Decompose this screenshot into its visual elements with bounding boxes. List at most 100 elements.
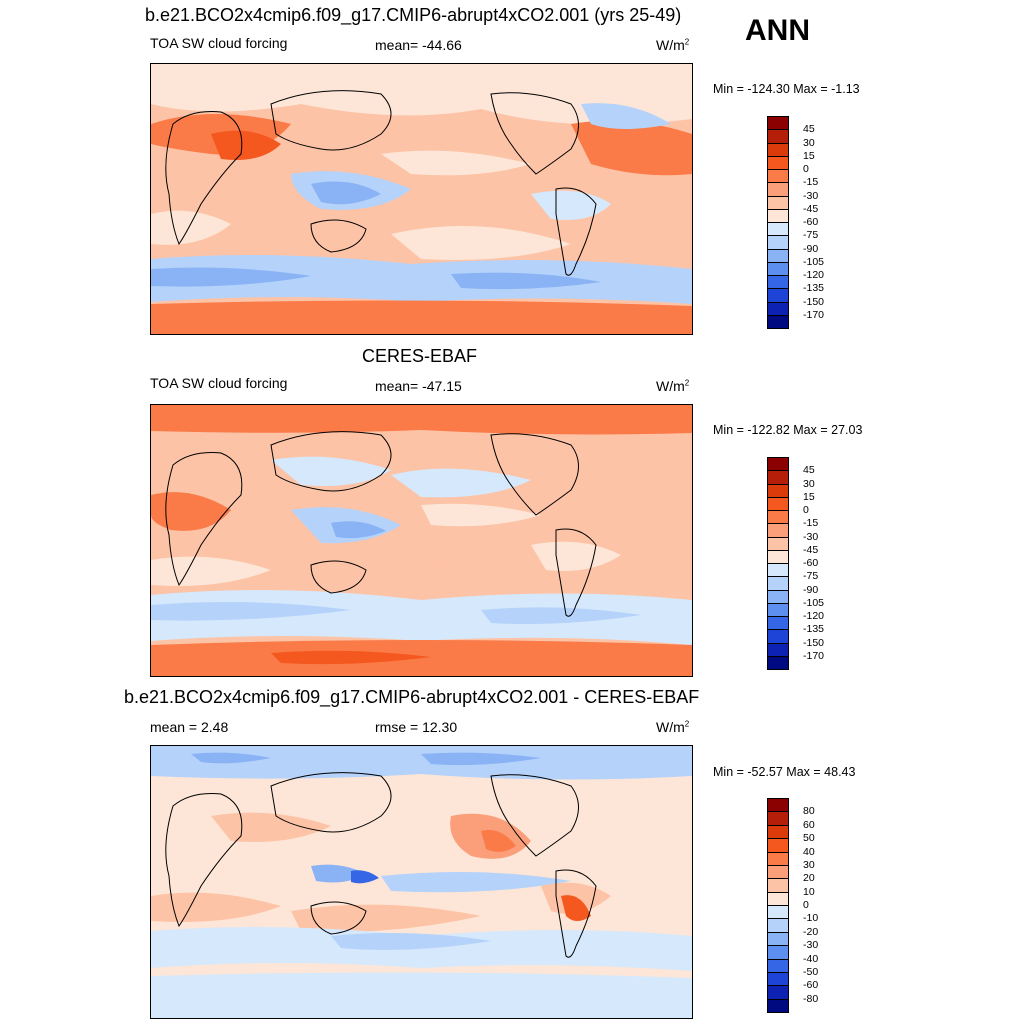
colorbar-swatch <box>767 589 789 604</box>
colorbar-swatch <box>767 536 789 551</box>
panel2-variable-label: TOA SW cloud forcing <box>150 375 288 391</box>
colorbar-tick-label: -75 <box>803 229 819 242</box>
colorbar-tick-label: -120 <box>803 269 825 281</box>
colorbar-swatch <box>767 824 789 840</box>
colorbar-tick-label: 0 <box>803 899 809 911</box>
colorbar-tick-label: -30 <box>803 939 819 952</box>
colorbar-swatch <box>767 457 789 472</box>
colorbar-tick-label: -60 <box>803 557 819 569</box>
panel1-minmax-label: Min = -124.30 Max = -1.13 <box>713 82 860 96</box>
colorbar-tick-label: 45 <box>803 123 815 136</box>
panel2-mean-label: mean= -47.15 <box>375 378 462 394</box>
colorbar-tick-label: 0 <box>803 504 809 516</box>
colorbar-swatch <box>767 248 789 263</box>
panel3-title: b.e21.BCO2x4cmip6.f09_g17.CMIP6-abrupt4x… <box>124 687 700 707</box>
colorbar-swatch <box>767 655 789 670</box>
colorbar-swatch <box>767 288 789 303</box>
panel1-colorbar: 45 30 15 0 -15 -30 -45 -60 -75 -90 -105 -120 -135 -15… <box>767 116 857 329</box>
colorbar-swatch <box>767 798 789 813</box>
panel1-variable-label: TOA SW cloud forcing <box>150 35 288 51</box>
colorbar-tick-label: -60 <box>803 979 819 992</box>
colorbar-tick-label: -75 <box>803 570 819 583</box>
colorbar-tick-label: -80 <box>803 992 819 1005</box>
panel3-colorbar: 80 60 50 40 30 20 10 0 -10 -20 -30 -40 -50 -60 -80 <box>767 798 857 1013</box>
colorbar-swatch <box>767 314 789 329</box>
panel2-map-field <box>151 405 692 676</box>
colorbar-tick-label: 50 <box>803 832 815 845</box>
colorbar-swatch <box>767 129 789 144</box>
colorbar-tick-label: -10 <box>803 912 819 925</box>
colorbar-tick-label: -105 <box>803 255 825 268</box>
colorbar-tick-label: -150 <box>803 295 825 308</box>
colorbar-swatch <box>767 549 789 564</box>
colorbar-tick-label: -40 <box>803 952 819 965</box>
panel2-title: CERES-EBAF <box>362 346 478 366</box>
colorbar-tick-label: -50 <box>803 965 819 978</box>
colorbar-swatch <box>767 195 789 210</box>
colorbar-tick-label: -45 <box>803 202 819 215</box>
colorbar-tick-label: 0 <box>803 163 809 175</box>
panel2-map <box>150 404 693 677</box>
colorbar-tick-label: 80 <box>803 805 815 818</box>
colorbar-swatch <box>767 142 789 157</box>
colorbar-tick-label: -170 <box>803 649 825 662</box>
colorbar-tick-label: 15 <box>803 149 815 162</box>
colorbar-swatch <box>767 301 789 316</box>
panel2-colorbar: 45 30 15 0 -15 -30 -45 -60 -75 -90 -105 -120 -135 -15… <box>767 457 857 670</box>
colorbar-tick-label: 15 <box>803 490 815 503</box>
colorbar-swatch <box>767 275 789 290</box>
colorbar-swatch <box>767 208 789 223</box>
season-label: ANN <box>745 14 810 47</box>
colorbar-tick-label: -105 <box>803 596 825 609</box>
colorbar-swatch <box>767 261 789 276</box>
colorbar-tick-label: -15 <box>803 176 819 189</box>
colorbar-swatch <box>767 602 789 617</box>
colorbar-swatch <box>767 891 789 906</box>
colorbar-tick-label: -30 <box>803 189 819 202</box>
colorbar-tick-label: -120 <box>803 610 825 622</box>
panel1-units-label: W/m2 <box>656 37 690 53</box>
colorbar-tick-label: -135 <box>803 623 825 636</box>
colorbar-swatch <box>767 971 789 987</box>
colorbar-tick-label: -45 <box>803 543 819 556</box>
panel3-mean-label: mean = 2.48 <box>150 719 229 735</box>
colorbar-tick-label: -90 <box>803 242 819 255</box>
colorbar-swatch <box>767 523 789 538</box>
colorbar-swatch <box>767 169 789 184</box>
colorbar-swatch <box>767 510 789 525</box>
colorbar-swatch <box>767 483 789 498</box>
colorbar-swatch <box>767 616 789 631</box>
colorbar-swatch <box>767 958 789 973</box>
colorbar-swatch <box>767 931 789 947</box>
colorbar-swatch <box>767 851 789 866</box>
colorbar-swatch <box>767 945 789 960</box>
colorbar-tick-label: 30 <box>803 858 815 871</box>
panel3-map-field <box>151 746 692 1018</box>
colorbar-swatch <box>767 182 789 197</box>
colorbar-tick-label: 60 <box>803 818 815 831</box>
panel1-map <box>150 63 693 335</box>
colorbar-swatch <box>767 496 789 511</box>
colorbar-swatch <box>767 576 789 591</box>
colorbar-swatch <box>767 563 789 578</box>
colorbar-swatch <box>767 642 789 657</box>
colorbar-tick-label: -90 <box>803 583 819 596</box>
colorbar-swatch <box>767 985 789 1000</box>
colorbar-swatch <box>767 235 789 250</box>
colorbar-tick-label: -150 <box>803 636 825 649</box>
colorbar-swatch <box>767 116 789 131</box>
panel3-rmse-label: rmse = 12.30 <box>375 719 458 735</box>
colorbar-swatch <box>767 864 789 880</box>
colorbar-tick-label: 20 <box>803 872 815 885</box>
colorbar-swatch <box>767 155 789 170</box>
colorbar-tick-label: -60 <box>803 216 819 228</box>
colorbar-swatch <box>767 905 789 920</box>
colorbar-swatch <box>767 222 789 237</box>
colorbar-swatch <box>767 470 789 485</box>
colorbar-tick-label: 30 <box>803 136 815 149</box>
panel2-minmax-label: Min = -122.82 Max = 27.03 <box>713 423 863 437</box>
panel1-title: b.e21.BCO2x4cmip6.f09_g17.CMIP6-abrupt4x… <box>145 5 682 25</box>
panel1-map-field <box>151 64 692 334</box>
colorbar-tick-label: -15 <box>803 517 819 530</box>
colorbar-tick-label: 10 <box>803 885 815 898</box>
